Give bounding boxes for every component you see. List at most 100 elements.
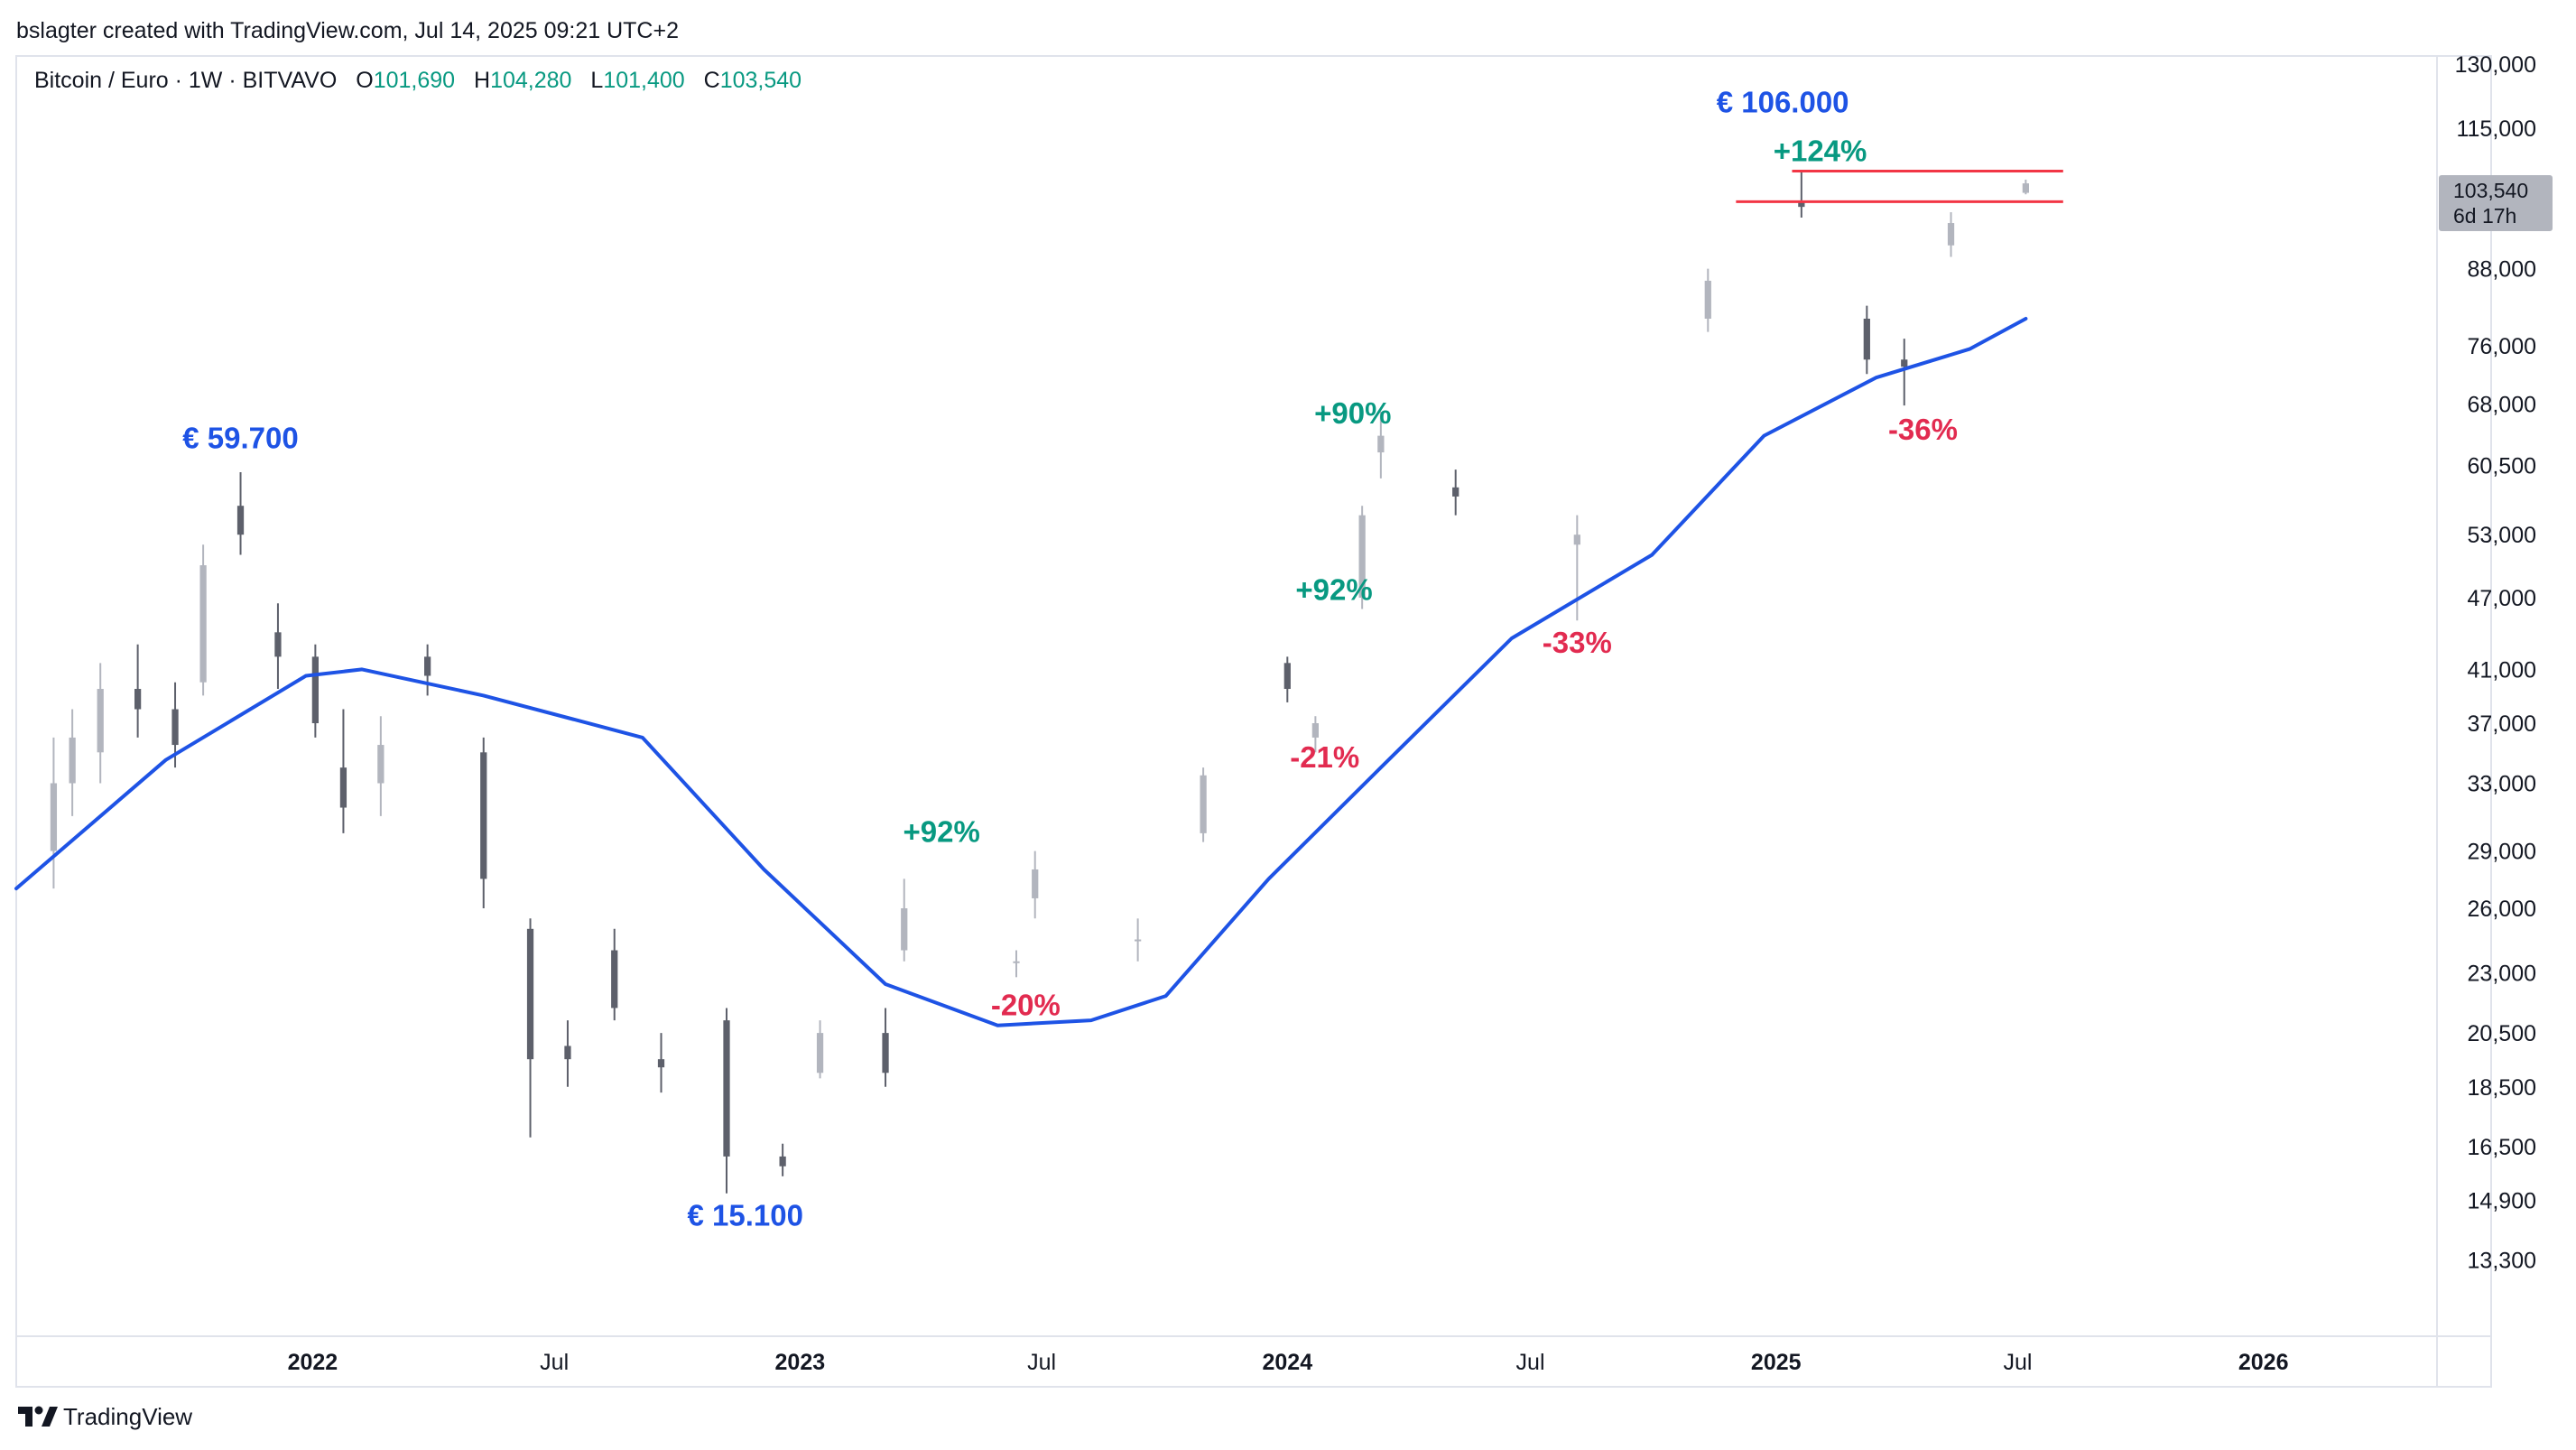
annotation-label: -21% — [1290, 740, 1359, 774]
price-tick-label: 18,500 — [2468, 1075, 2536, 1101]
candle — [236, 472, 245, 555]
candle-body — [1377, 435, 1385, 453]
candle — [50, 737, 58, 889]
candle — [134, 644, 142, 738]
candle — [274, 603, 282, 690]
tradingview-logo-icon — [18, 1406, 58, 1427]
moving-average-line — [14, 317, 2028, 1027]
moving-average-layer — [14, 317, 2028, 1027]
price-tick-label: 13,300 — [2468, 1249, 2536, 1274]
candle-body — [882, 1033, 889, 1074]
candle — [1032, 850, 1039, 919]
price-tick-label: 88,000 — [2468, 257, 2536, 283]
candle — [1798, 171, 1805, 218]
current-price-tag: 103,540 6d 17h — [2439, 175, 2553, 231]
candle-body — [1200, 775, 1207, 833]
annotation-label: -20% — [991, 989, 1061, 1022]
candle — [199, 544, 207, 696]
price-tick-label: 47,000 — [2468, 586, 2536, 611]
tradingview-logo[interactable]: TradingView — [18, 1403, 192, 1430]
time-tick-label: Jul — [1027, 1350, 1056, 1375]
candle-body — [1452, 487, 1459, 497]
candle-body — [97, 689, 104, 753]
time-tick-label: Jul — [540, 1350, 569, 1375]
price-tag-price: 103,540 — [2453, 179, 2528, 202]
high-value: 104,280 — [490, 68, 571, 93]
annotation-label: +124% — [1774, 135, 1867, 168]
annotation-label: -36% — [1888, 413, 1958, 446]
candle — [882, 1008, 889, 1087]
candle — [1135, 918, 1142, 962]
annotations-layer: € 59.700 € 15.100 +92% -20% +92% -21% +90% -33%… — [182, 86, 1958, 1232]
candle-body — [171, 709, 179, 746]
candle — [377, 716, 385, 816]
candle — [1901, 339, 1908, 406]
candle — [1863, 305, 1870, 375]
candle — [723, 1008, 730, 1194]
candle — [657, 1033, 665, 1093]
candle-body — [424, 656, 431, 676]
candle — [69, 709, 76, 816]
price-tick-label: 68,000 — [2468, 392, 2536, 417]
candle-body — [1573, 534, 1580, 545]
tradingview-logo-text: TradingView — [63, 1403, 192, 1430]
candle — [611, 928, 618, 1021]
close-label: C — [704, 68, 720, 93]
candle — [1452, 469, 1459, 516]
candle-body — [1358, 515, 1366, 599]
annotation-label: +92% — [1295, 572, 1372, 606]
candle-body — [50, 783, 58, 851]
symbol-label: Bitcoin / Euro · 1W · BITVAVO — [34, 68, 337, 93]
price-tick-label: 20,500 — [2468, 1021, 2536, 1046]
candle — [816, 1020, 824, 1079]
price-tick-label: 37,000 — [2468, 711, 2536, 737]
time-tick-label: 2022 — [288, 1350, 338, 1375]
candle-body — [1311, 723, 1319, 738]
time-axis[interactable]: 2022 Jul 2023 Jul 2024 Jul 2025 Jul 2026 — [288, 1350, 2289, 1375]
candle-body — [657, 1059, 665, 1068]
candle-body — [1135, 939, 1142, 942]
price-tick-label: 76,000 — [2468, 334, 2536, 359]
annotation-label: +92% — [903, 815, 980, 849]
candle-body — [274, 632, 282, 657]
open-value: 101,690 — [374, 68, 455, 93]
annotation-label: +90% — [1314, 396, 1391, 430]
time-tick-label: Jul — [2004, 1350, 2033, 1375]
candle-body — [611, 950, 618, 1008]
low-value: 101,400 — [603, 68, 684, 93]
price-tick-label: 16,500 — [2468, 1135, 2536, 1160]
candle — [564, 1020, 571, 1087]
price-tick-label: 14,900 — [2468, 1189, 2536, 1214]
open-label: O — [356, 68, 373, 93]
price-axis[interactable]: 130,000 115,000 88,000 76,000 68,000 60,500 53… — [2455, 52, 2536, 1274]
candle — [339, 709, 347, 833]
candle-body — [1032, 869, 1039, 898]
candle — [480, 737, 487, 909]
candle-body — [779, 1156, 786, 1167]
candle — [1283, 656, 1291, 702]
candle — [901, 878, 908, 962]
annotation-label: € 106.000 — [1717, 86, 1849, 119]
candle-body — [311, 656, 319, 724]
candle-body — [564, 1046, 571, 1060]
plot-frame — [15, 55, 2492, 1388]
candle — [1013, 950, 1020, 978]
price-tick-label: 60,500 — [2468, 453, 2536, 479]
candle-body — [1863, 318, 1870, 360]
annotation-label: -33% — [1543, 626, 1612, 659]
candle-body — [1947, 223, 1955, 246]
candle-body — [134, 689, 142, 710]
price-tick-label: 41,000 — [2468, 657, 2536, 683]
annotation-label: € 15.100 — [687, 1198, 802, 1232]
price-tick-label: 115,000 — [2456, 116, 2536, 142]
chart-credit: bslagter created with TradingView.com, J… — [16, 18, 679, 43]
annotation-label: € 59.700 — [182, 421, 298, 454]
candle — [2022, 179, 2029, 195]
candle — [779, 1143, 786, 1176]
candle — [311, 644, 319, 738]
candle — [424, 644, 431, 696]
price-tag-countdown: 6d 17h — [2453, 204, 2516, 228]
candle-body — [1704, 280, 1711, 319]
time-tick-label: Jul — [1516, 1350, 1545, 1375]
